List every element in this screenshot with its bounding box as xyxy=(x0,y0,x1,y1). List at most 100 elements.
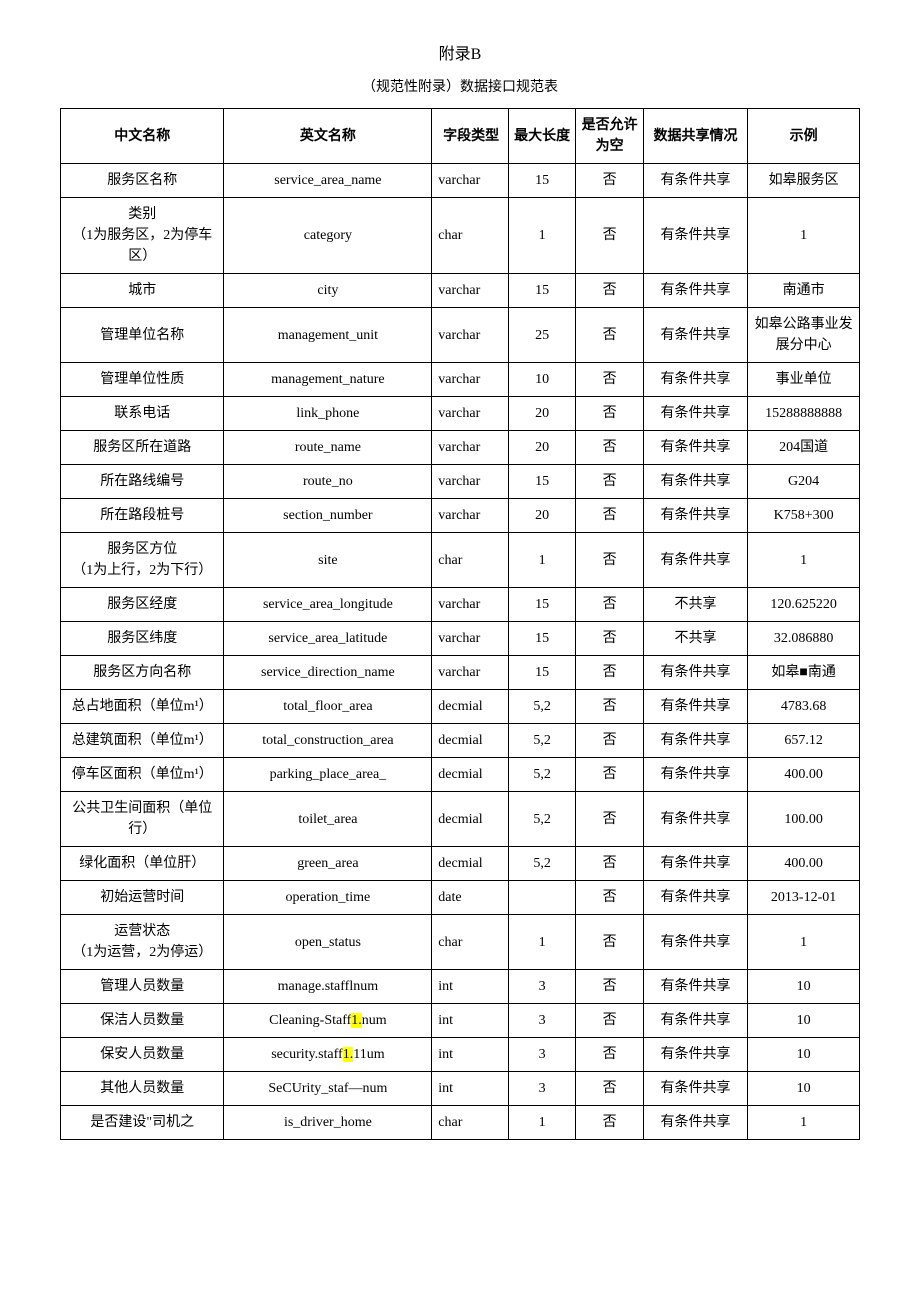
cell-example: 400.00 xyxy=(748,758,860,792)
cell-example: 32.086880 xyxy=(748,622,860,656)
cell-type: char xyxy=(432,198,509,274)
cell-example: 15288888888 xyxy=(748,397,860,431)
cell-type: int xyxy=(432,1038,509,1072)
cell-share: 有条件共享 xyxy=(643,1004,747,1038)
cell-null: 否 xyxy=(576,533,643,588)
cell-maxlen: 20 xyxy=(508,431,575,465)
cell-null: 否 xyxy=(576,274,643,308)
cell-maxlen xyxy=(508,881,575,915)
cell-cn: 初始运营时间 xyxy=(61,881,224,915)
cell-share: 有条件共享 xyxy=(643,915,747,970)
cell-en: route_no xyxy=(224,465,432,499)
cell-example: G204 xyxy=(748,465,860,499)
table-row: 服务区方向名称service_direction_namevarchar15否有… xyxy=(61,656,860,690)
cell-example: 1 xyxy=(748,915,860,970)
cell-en: manage.stafflnum xyxy=(224,970,432,1004)
cell-share: 有条件共享 xyxy=(643,499,747,533)
cell-share: 不共享 xyxy=(643,622,747,656)
table-row: 保洁人员数量Cleaning-Staff1.numint3否有条件共享10 xyxy=(61,1004,860,1038)
cell-null: 否 xyxy=(576,588,643,622)
cell-type: varchar xyxy=(432,363,509,397)
cell-maxlen: 15 xyxy=(508,164,575,198)
cell-null: 否 xyxy=(576,1038,643,1072)
cell-example: 10 xyxy=(748,1004,860,1038)
cell-share: 有条件共享 xyxy=(643,465,747,499)
cell-example: 2013-12-01 xyxy=(748,881,860,915)
col-header-type: 字段类型 xyxy=(432,109,509,164)
table-row: 服务区经度service_area_longitudevarchar15否不共享… xyxy=(61,588,860,622)
cell-maxlen: 3 xyxy=(508,1004,575,1038)
cell-example: 事业单位 xyxy=(748,363,860,397)
cell-cn: 公共卫生间面积（单位行） xyxy=(61,792,224,847)
table-row: 保安人员数量security.staff1.11umint3否有条件共享10 xyxy=(61,1038,860,1072)
cell-cn: 服务区所在道路 xyxy=(61,431,224,465)
cell-share: 有条件共享 xyxy=(643,1038,747,1072)
cell-example: 120.625220 xyxy=(748,588,860,622)
cell-example: 100.00 xyxy=(748,792,860,847)
page-title: 附录B xyxy=(60,40,860,64)
cell-en: management_nature xyxy=(224,363,432,397)
cell-cn: 服务区纬度 xyxy=(61,622,224,656)
cell-null: 否 xyxy=(576,308,643,363)
table-row: 管理单位性质management_naturevarchar10否有条件共享事业… xyxy=(61,363,860,397)
cell-example: 南通市 xyxy=(748,274,860,308)
cell-example: 204国道 xyxy=(748,431,860,465)
table-row: 所在路段桩号section_numbervarchar20否有条件共享K758+… xyxy=(61,499,860,533)
table-header-row: 中文名称 英文名称 字段类型 最大长度 是否允许为空 数据共享情况 示例 xyxy=(61,109,860,164)
spec-table: 中文名称 英文名称 字段类型 最大长度 是否允许为空 数据共享情况 示例 服务区… xyxy=(60,108,860,1140)
col-header-maxlen: 最大长度 xyxy=(508,109,575,164)
cell-share: 有条件共享 xyxy=(643,533,747,588)
cell-null: 否 xyxy=(576,724,643,758)
cell-share: 有条件共享 xyxy=(643,758,747,792)
cell-type: varchar xyxy=(432,431,509,465)
table-row: 城市cityvarchar15否有条件共享南通市 xyxy=(61,274,860,308)
cell-cn: 绿化面积（单位肝） xyxy=(61,847,224,881)
cell-en: service_direction_name xyxy=(224,656,432,690)
table-row: 公共卫生间面积（单位行）toilet_areadecmial5,2否有条件共享1… xyxy=(61,792,860,847)
cell-type: decmial xyxy=(432,690,509,724)
cell-share: 有条件共享 xyxy=(643,308,747,363)
cell-en: service_area_latitude xyxy=(224,622,432,656)
table-row: 总占地面积（单位m¹）total_floor_areadecmial5,2否有条… xyxy=(61,690,860,724)
table-row: 管理单位名称management_unitvarchar25否有条件共享如皋公路… xyxy=(61,308,860,363)
cell-cn: 运营状态 （1为运营，2为停运） xyxy=(61,915,224,970)
cell-maxlen: 5,2 xyxy=(508,758,575,792)
cell-cn: 所在路段桩号 xyxy=(61,499,224,533)
cell-example: K758+300 xyxy=(748,499,860,533)
cell-cn: 总建筑面积（单位m¹） xyxy=(61,724,224,758)
cell-share: 有条件共享 xyxy=(643,1106,747,1140)
table-row: 初始运营时间operation_timedate否有条件共享2013-12-01 xyxy=(61,881,860,915)
cell-en: route_name xyxy=(224,431,432,465)
cell-en: total_floor_area xyxy=(224,690,432,724)
cell-maxlen: 10 xyxy=(508,363,575,397)
cell-maxlen: 3 xyxy=(508,970,575,1004)
table-row: 绿化面积（单位肝）green_areadecmial5,2否有条件共享400.0… xyxy=(61,847,860,881)
table-row: 停车区面积（单位m¹）parking_place_area_decmial5,2… xyxy=(61,758,860,792)
cell-type: varchar xyxy=(432,588,509,622)
cell-en: management_unit xyxy=(224,308,432,363)
cell-maxlen: 5,2 xyxy=(508,690,575,724)
cell-example: 1 xyxy=(748,533,860,588)
cell-cn: 总占地面积（单位m¹） xyxy=(61,690,224,724)
col-header-share: 数据共享情况 xyxy=(643,109,747,164)
cell-en: parking_place_area_ xyxy=(224,758,432,792)
cell-maxlen: 1 xyxy=(508,533,575,588)
cell-type: decmial xyxy=(432,792,509,847)
cell-share: 有条件共享 xyxy=(643,198,747,274)
cell-type: decmial xyxy=(432,847,509,881)
cell-type: varchar xyxy=(432,465,509,499)
cell-share: 有条件共享 xyxy=(643,970,747,1004)
cell-share: 有条件共享 xyxy=(643,274,747,308)
cell-en: green_area xyxy=(224,847,432,881)
col-header-null: 是否允许为空 xyxy=(576,109,643,164)
cell-cn: 服务区名称 xyxy=(61,164,224,198)
cell-share: 有条件共享 xyxy=(643,792,747,847)
table-row: 是否建设"司机之is_driver_homechar1否有条件共享1 xyxy=(61,1106,860,1140)
cell-type: varchar xyxy=(432,274,509,308)
cell-en: city xyxy=(224,274,432,308)
cell-null: 否 xyxy=(576,1004,643,1038)
table-row: 服务区名称service_area_namevarchar15否有条件共享如皋服… xyxy=(61,164,860,198)
cell-example: 1 xyxy=(748,1106,860,1140)
cell-maxlen: 25 xyxy=(508,308,575,363)
cell-type: char xyxy=(432,1106,509,1140)
